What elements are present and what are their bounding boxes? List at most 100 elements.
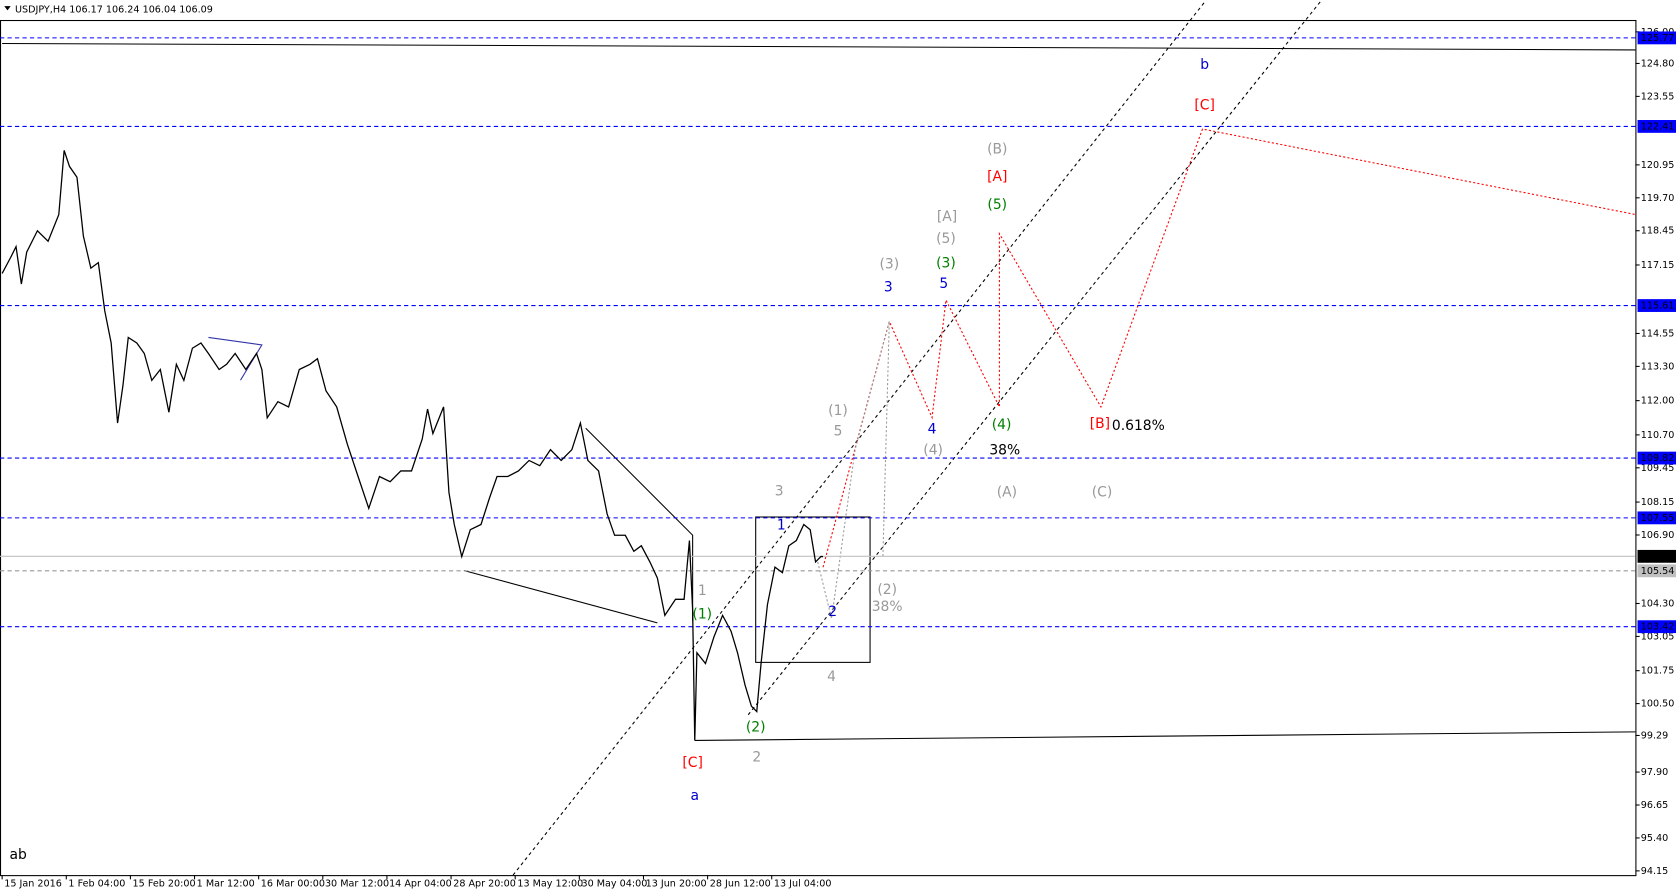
x-tick-label: 30 Mar 12:00: [325, 879, 389, 890]
level-label: 115.61: [1641, 301, 1675, 312]
channel-line: [747, 0, 1322, 716]
price-line: [1, 150, 824, 741]
level-label: 125.77: [1641, 33, 1675, 44]
wave-label: (5): [936, 231, 956, 247]
wave-label: 0.618%: [1112, 418, 1165, 434]
level-label-box: [1637, 564, 1676, 578]
wave-label: [B]: [1090, 416, 1110, 432]
y-tick-label: 94.15: [1641, 866, 1669, 877]
symbol-icon: [4, 6, 11, 11]
x-tick-label: 13 Jun 20:00: [646, 879, 707, 890]
wave-label: (4): [923, 443, 943, 459]
level-label-box: [1637, 511, 1676, 525]
y-tick-label: 118.45: [1641, 226, 1675, 237]
y-tick-label: 103.05: [1641, 631, 1675, 642]
wave-label: (5): [987, 197, 1007, 213]
x-tick-label: 28 Jun 12:00: [710, 879, 771, 890]
x-tick-label: 13 Jul 04:00: [774, 879, 832, 890]
wave-label: 4: [827, 669, 836, 685]
y-tick-label: 120.95: [1641, 160, 1675, 171]
trendline: [208, 336, 263, 381]
x-tick-label: 16 Mar 00:00: [261, 879, 325, 890]
wave-label: (4): [992, 417, 1012, 433]
y-tick-label: 123.55: [1641, 91, 1675, 102]
level-label: 105.54: [1641, 566, 1675, 577]
wave-label: [A]: [937, 209, 957, 225]
wave-label: (A): [997, 484, 1017, 500]
y-tick-label: 113.30: [1641, 361, 1675, 372]
y-tick-label: 99.29: [1641, 730, 1669, 741]
wave-label: b: [1200, 57, 1209, 73]
y-tick-label: 100.50: [1641, 699, 1675, 710]
projection: [817, 321, 890, 619]
wave-label: a: [691, 788, 700, 804]
wave-label: 1: [698, 583, 707, 599]
level-label: 107.55: [1641, 513, 1675, 524]
wave-label: (1): [692, 606, 712, 622]
wave-label: 5: [834, 423, 843, 439]
box: [755, 516, 871, 663]
level-label: 103.42: [1641, 622, 1675, 633]
wave-label: (1): [828, 403, 848, 419]
level-label-box: [1637, 119, 1676, 133]
y-tick-label: 119.70: [1641, 193, 1675, 204]
wave-label: (B): [987, 141, 1007, 157]
level-label-box: [1637, 299, 1676, 312]
wave-label: 1: [777, 518, 786, 534]
y-tick-label: 97.90: [1641, 767, 1669, 778]
y-tick-label: 95.40: [1641, 833, 1669, 844]
wave-label: (3): [879, 257, 899, 273]
level-label: 122.41: [1641, 121, 1675, 132]
wave-label: (3): [936, 256, 956, 272]
y-tick-label: 114.55: [1641, 328, 1675, 339]
y-tick-label: 96.65: [1641, 800, 1669, 811]
x-tick-label: 28 Apr 20:00: [453, 879, 516, 890]
wave-label: 2: [752, 750, 761, 766]
drawings: [2, 0, 1636, 876]
y-tick-label: 108.15: [1641, 497, 1675, 508]
y-tick-label: 109.45: [1641, 463, 1675, 474]
x-tick-label: 14 Apr 04:00: [389, 879, 452, 890]
wave-label: [C]: [682, 755, 703, 771]
wave-label: [C]: [1194, 98, 1215, 114]
wave-label: 2: [828, 604, 837, 620]
wave-label: 38%: [989, 443, 1020, 459]
wave-label: 3: [775, 483, 784, 499]
level-label-box: [1637, 620, 1676, 634]
y-tick-label: 106.90: [1641, 530, 1675, 541]
wave-label: 4: [928, 421, 937, 437]
plot-frame: [0, 19, 1637, 877]
chart-title: USDJPY,H4 106.17 106.24 106.04 106.09: [15, 4, 213, 15]
wave-label: 3: [884, 279, 893, 295]
trendline: [694, 731, 1636, 741]
trendline: [2, 42, 1636, 51]
x-tick-label: 15 Jan 2016: [4, 879, 62, 890]
wave-label: (C): [1092, 484, 1113, 500]
marks: 126.00124.80123.55120.95119.70118.45117.…: [0, 27, 1676, 890]
y-tick-label: 101.75: [1641, 666, 1675, 677]
x-tick-label: 1 Mar 12:00: [197, 879, 255, 890]
level-label-box: [1637, 31, 1676, 45]
x-tick-label: 30 May 04:00: [581, 879, 647, 890]
wave-label: ab: [10, 847, 28, 863]
level-label: 109.82: [1641, 453, 1675, 464]
x-tick-label: 1 Feb 04:00: [68, 879, 125, 890]
x-tick-label: 13 May 12:00: [517, 879, 583, 890]
y-tick-label: 124.80: [1641, 58, 1675, 69]
projection: [822, 128, 1636, 568]
wave-label: (2): [746, 720, 766, 736]
y-tick-label: 117.15: [1641, 260, 1675, 271]
level-label-box: [1637, 451, 1676, 465]
x-tick-label: 15 Feb 20:00: [133, 879, 196, 890]
level-label-box: [1637, 549, 1676, 563]
wave-label: [A]: [987, 169, 1007, 185]
trendline: [585, 427, 694, 621]
level-label: 106.09: [1641, 551, 1675, 562]
y-tick-label: 104.30: [1641, 598, 1675, 609]
trendline: [463, 569, 658, 624]
wave-label: 5: [939, 276, 948, 292]
wave-label: (2): [877, 582, 897, 598]
